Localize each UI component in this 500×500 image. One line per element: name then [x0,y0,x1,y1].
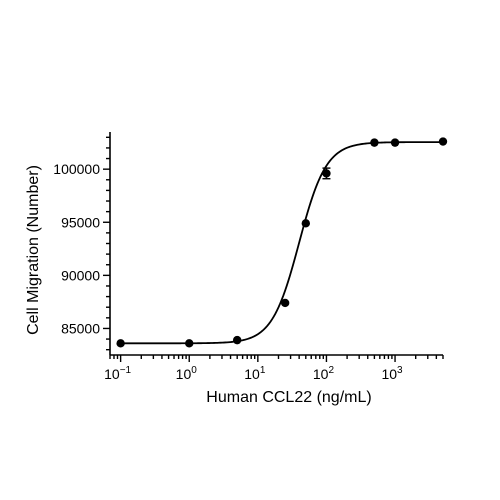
data-point [438,137,448,146]
data-point [232,335,242,345]
data-point [322,169,331,178]
y-axis-label: Cell Migration (Number) [25,165,42,335]
y-tick-label: 85000 [61,320,100,336]
y-ticks: 85000 90000 95000 100000 [53,136,110,351]
data-point [370,138,379,147]
y-tick-label: 100000 [53,161,100,177]
data-point [116,339,125,348]
data-point [390,138,400,147]
x-tick-label: 102 [313,365,335,382]
data-point [280,298,290,308]
data-point [185,339,194,348]
y-tick-label: 90000 [61,267,100,283]
fit-curve [120,141,443,345]
x-tick-label: 10−1 [104,365,131,382]
y-tick-label: 95000 [61,214,100,230]
data-points [116,137,448,348]
x-tick-label: 103 [381,365,403,382]
axes [109,132,443,356]
x-ticks: 10−1 100 101 102 103 [104,355,444,382]
x-tick-label: 100 [176,365,198,382]
x-tick-label: 101 [244,365,266,382]
x-axis-label: Human CCL22 (ng/mL) [206,389,371,406]
data-point [301,219,310,228]
